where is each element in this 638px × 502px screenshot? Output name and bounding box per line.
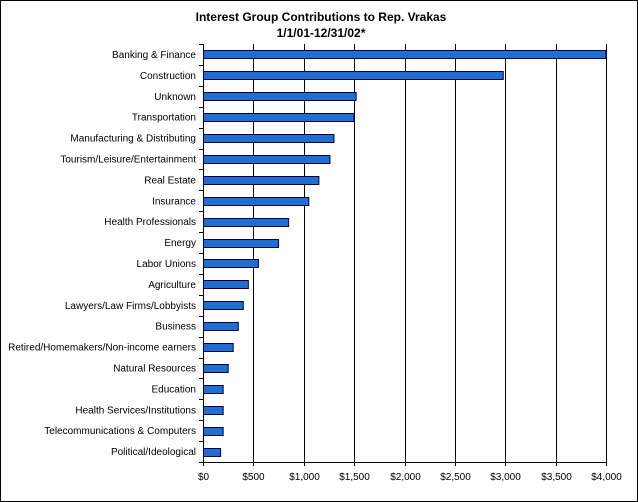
category-label: Real Estate [144,175,196,186]
bar [203,343,234,352]
category-label: Unknown [154,92,196,103]
bar [203,239,280,248]
bar [203,71,504,80]
x-tick-label: $1,000 [289,472,320,483]
bar [203,280,249,289]
category-label: Insurance [152,196,196,207]
x-tick-label: $1,500 [339,472,370,483]
category-label: Health Professionals [104,217,196,228]
x-tick-label: $2,500 [440,472,471,483]
category-label: Lawyers/Law Firms/Lobbyists [65,301,196,312]
bar [203,364,229,373]
category-label: Telecommunications & Computers [44,426,196,437]
x-tick-label: $2,000 [390,472,421,483]
x-tick-label: $0 [198,472,210,483]
bar [203,50,607,59]
x-tick-label: $4,000 [591,472,622,483]
bar [203,406,224,415]
bar [203,113,355,122]
chart-title: Interest Group Contributions to Rep. Vra… [196,10,447,24]
category-label: Banking & Finance [112,50,196,61]
bar [203,259,259,268]
category-label: Energy [164,238,196,249]
bar [203,427,224,436]
category-label: Construction [140,71,196,82]
category-label: Natural Resources [113,363,196,374]
category-label: Political/Ideological [111,447,196,458]
chart-subtitle: 1/1/01-12/31/02* [277,26,366,40]
category-label: Transportation [132,113,196,124]
bar [203,176,320,185]
bar [203,301,244,310]
bar [203,134,335,143]
gridlines [253,44,607,462]
x-tick-label: $3,500 [541,472,572,483]
category-labels: Banking & Finance Construction Unknown Tran… [8,50,196,458]
bar [203,218,290,227]
bar [203,385,224,394]
bar [203,322,239,331]
category-label: Health Services/Institutions [75,405,196,416]
bar [203,155,331,164]
x-tick-label: $500 [242,472,265,483]
bar [203,197,310,206]
x-tick-labels: $0 $500 $1,000 $1,500 $2,000 $2,500 $3,000 $3,5… [198,472,622,483]
category-label: Labor Unions [137,259,196,270]
axes [199,44,607,466]
bar [203,92,357,101]
x-tick-label: $3,000 [490,472,521,483]
category-label: Agriculture [148,280,196,291]
bars [203,50,607,457]
category-label: Tourism/Leisure/Entertainment [60,154,196,165]
bar [203,448,222,457]
category-label: Manufacturing & Distributing [70,134,196,145]
category-label: Retired/Homemakers/Non-income earners [8,343,196,354]
category-label: Business [155,322,196,333]
category-label: Education [152,384,196,395]
